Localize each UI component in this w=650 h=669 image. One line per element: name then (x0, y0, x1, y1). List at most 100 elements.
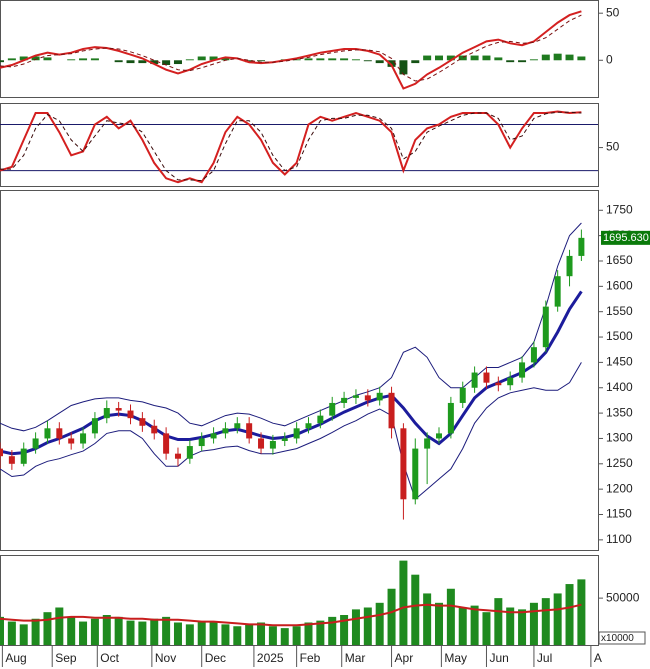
volume-bar (351, 609, 360, 645)
series-line (0, 290, 583, 456)
candle-body (210, 433, 217, 439)
volume-bar (340, 615, 349, 645)
candle-body (436, 433, 443, 439)
y-tick-label: 1500 (606, 329, 633, 343)
series-line (0, 222, 582, 432)
volume-bar (423, 593, 432, 645)
x-tick-label: Aug (5, 651, 26, 665)
candle-body (44, 428, 51, 439)
x-tick-label: Jul (537, 651, 552, 665)
volume-bar (162, 616, 171, 645)
candle-body (68, 438, 75, 444)
histogram-bar (411, 60, 420, 64)
histogram-bar (209, 56, 218, 61)
series-line (0, 603, 582, 627)
histogram-bar (185, 59, 194, 61)
x-tick-label: 2025 (257, 651, 284, 665)
series-line (0, 10, 582, 90)
histogram-bar (399, 60, 408, 75)
y-tick-label: 1200 (606, 481, 633, 495)
candle-body (364, 395, 371, 401)
y-tick-label: 50 (606, 140, 620, 154)
volume-bar (304, 622, 313, 645)
candle-body (8, 456, 15, 464)
panel-frame (0, 0, 599, 98)
y-tick-label: 1100 (606, 532, 632, 546)
histogram-bar (506, 60, 515, 63)
volume-bar (541, 598, 550, 645)
x-tick-label: Mar (345, 651, 366, 665)
y-tick-label: 1300 (606, 431, 633, 445)
histogram-bar (363, 60, 372, 62)
candle-body (471, 372, 478, 388)
panel-frame (0, 190, 599, 551)
volume-bar (280, 628, 289, 645)
series-line (0, 14, 582, 82)
candle-body (115, 408, 122, 411)
candle-body (424, 438, 431, 449)
volume-bar (55, 607, 64, 645)
x-tick-label: Apr (395, 651, 414, 665)
candle-body (447, 402, 454, 434)
histogram-bar (138, 60, 147, 64)
plot-area (0, 560, 586, 645)
volume-bar (0, 616, 4, 645)
volume-bar (150, 618, 159, 645)
histogram-bar (173, 60, 182, 65)
volume-bar (31, 618, 40, 645)
volume-bar (411, 574, 420, 645)
histogram-bar (150, 60, 159, 65)
candle-body (103, 408, 110, 419)
y-tick-label: 1600 (606, 279, 633, 293)
candle-body (530, 347, 537, 363)
volume-bar (553, 593, 562, 645)
x-tick-label: Jun (489, 651, 508, 665)
histogram-bar (162, 60, 171, 65)
candle-body (269, 440, 276, 449)
volume-bar (114, 616, 123, 645)
volume-bar (435, 602, 444, 645)
volume-bar (138, 621, 147, 645)
panel-frame (0, 555, 599, 646)
plot-area (0, 10, 586, 90)
histogram-bar (197, 56, 206, 61)
y-tick-label: 1250 (606, 456, 633, 470)
multiplier-label: x10000 (601, 633, 634, 644)
volume-bar (43, 612, 52, 645)
candle-body (566, 255, 573, 277)
histogram-bar (43, 57, 52, 61)
volume-bar (268, 626, 277, 645)
volume-bar (197, 621, 206, 645)
candle-body (519, 362, 526, 378)
histogram-bar (257, 60, 266, 62)
volume-bar (577, 579, 586, 645)
candle-body (258, 438, 265, 449)
volume-bar (375, 602, 384, 645)
candle-body (0, 448, 3, 457)
y-tick-label: 1400 (606, 380, 633, 394)
histogram-bar (316, 58, 325, 61)
histogram-bar (435, 55, 444, 61)
candle-body (459, 387, 466, 403)
volume-bar (257, 622, 266, 645)
histogram-bar (114, 60, 123, 63)
volume-bar (446, 588, 455, 645)
candle-body (400, 428, 407, 500)
histogram-bar (304, 58, 313, 61)
volume-bar (126, 620, 135, 645)
candle-body (305, 423, 312, 429)
volume-bar (292, 626, 301, 645)
x-tick-label: Feb (300, 651, 321, 665)
last-price-label: 1695.630 (603, 232, 649, 244)
series-line (0, 362, 582, 501)
histogram-bar (351, 59, 360, 61)
candle-body (388, 392, 395, 429)
candle-body (234, 423, 241, 429)
volume-bar (387, 588, 396, 645)
histogram-bar (387, 60, 396, 67)
candle-body (507, 377, 514, 386)
histogram-bar (7, 58, 16, 61)
histogram-bar (482, 55, 491, 61)
y-tick-label: 1150 (606, 507, 632, 521)
